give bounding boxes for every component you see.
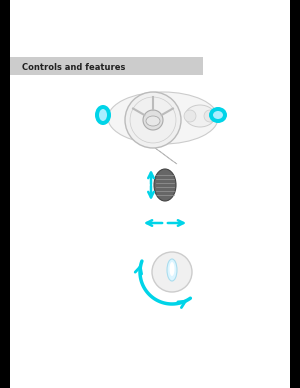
Text: Controls and features: Controls and features [22,64,125,73]
Ellipse shape [154,169,176,201]
Ellipse shape [209,107,227,123]
Circle shape [184,110,196,122]
Ellipse shape [99,109,107,121]
FancyBboxPatch shape [10,0,290,388]
Ellipse shape [146,116,160,126]
Ellipse shape [185,105,215,127]
Polygon shape [155,148,177,164]
FancyBboxPatch shape [10,57,203,75]
Circle shape [152,252,192,292]
Ellipse shape [167,259,177,281]
Ellipse shape [169,262,175,276]
Circle shape [125,92,181,148]
Ellipse shape [108,92,218,144]
Ellipse shape [213,111,223,119]
Circle shape [204,110,216,122]
Circle shape [143,110,163,130]
Ellipse shape [95,105,111,125]
